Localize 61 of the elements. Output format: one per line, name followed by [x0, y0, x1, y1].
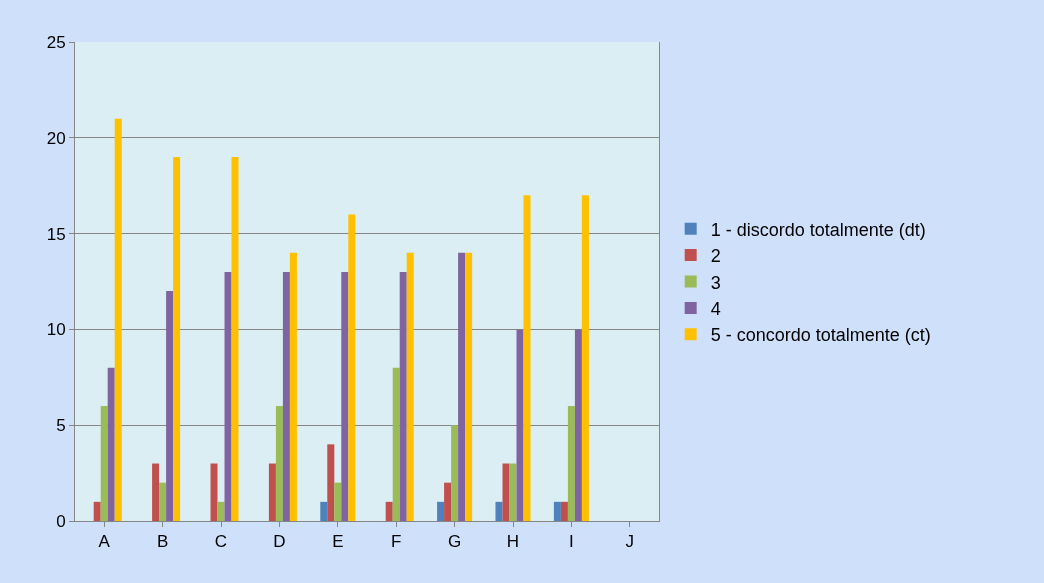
y-tick-label: 20 — [46, 128, 66, 148]
bar — [581, 195, 589, 521]
bar — [495, 501, 503, 521]
x-tick-label: D — [273, 532, 286, 552]
bar — [444, 482, 452, 521]
bar — [231, 156, 239, 521]
bar — [152, 463, 160, 521]
x-tick-label: E — [332, 532, 344, 552]
bar — [516, 329, 524, 521]
legend-label: 2 — [710, 246, 721, 267]
bar — [348, 214, 356, 521]
bar — [327, 444, 335, 521]
bar — [502, 463, 510, 521]
bar — [289, 252, 297, 521]
x-tick-label: C — [214, 532, 228, 552]
x-tick-label: A — [98, 532, 111, 552]
bar — [560, 501, 568, 521]
legend-label: 5 - concordo totalmente (ct) — [710, 325, 931, 346]
bar — [567, 406, 575, 521]
x-tick-label: H — [506, 532, 520, 552]
y-tick-label: 5 — [56, 416, 66, 436]
bar — [159, 482, 167, 521]
bar — [458, 252, 466, 521]
bar — [553, 501, 561, 521]
bar — [268, 463, 276, 521]
bar — [574, 329, 582, 521]
bar — [334, 482, 342, 521]
bar — [451, 425, 459, 521]
x-tick-label: I — [569, 532, 574, 552]
bar — [385, 501, 393, 521]
bar — [275, 406, 283, 521]
bar — [173, 156, 181, 521]
bar — [210, 463, 218, 521]
x-tick-label: G — [447, 532, 462, 552]
bar — [509, 463, 517, 521]
y-tick-label: 25 — [46, 32, 66, 52]
bar — [437, 501, 445, 521]
x-tick-label: F — [391, 532, 402, 552]
bar — [224, 271, 232, 521]
bar — [100, 406, 108, 521]
bar — [166, 291, 174, 521]
bar — [392, 367, 400, 521]
legend-label: 1 - discordo totalmente (dt) — [710, 219, 926, 240]
bar — [341, 271, 349, 521]
bar — [107, 367, 115, 521]
x-tick-label: J — [625, 532, 635, 552]
bar — [217, 501, 225, 521]
bar — [93, 501, 101, 521]
bar — [114, 118, 122, 521]
bar — [406, 252, 414, 521]
legend-label: 3 — [710, 272, 721, 293]
bar — [523, 195, 531, 521]
y-tick-label: 10 — [46, 320, 66, 340]
bar — [465, 252, 473, 521]
y-tick-label: 15 — [46, 224, 66, 244]
y-tick-label: 0 — [56, 511, 66, 531]
bar — [399, 271, 407, 521]
legend-label: 4 — [710, 298, 721, 319]
bar — [320, 501, 328, 521]
bar — [282, 271, 290, 521]
x-tick-label: B — [156, 532, 169, 552]
